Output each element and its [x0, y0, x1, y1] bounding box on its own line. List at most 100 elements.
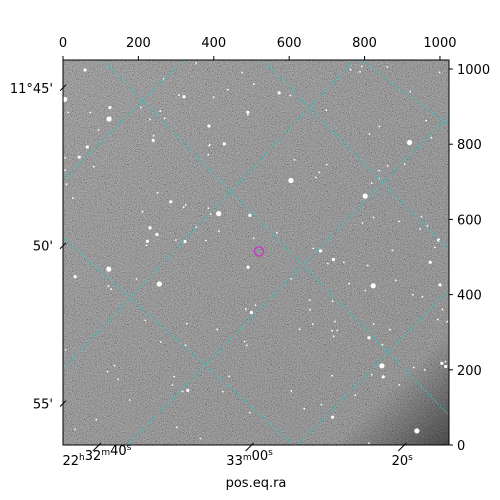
star — [159, 110, 162, 113]
top-tick-label: 600 — [277, 36, 302, 51]
grid-line — [101, 60, 449, 416]
star — [277, 91, 281, 95]
star — [403, 163, 406, 165]
star — [368, 133, 371, 135]
grid-line — [296, 289, 449, 445]
top-tick-label: 200 — [126, 36, 151, 51]
star — [421, 295, 424, 298]
star — [437, 318, 439, 321]
plot-frame — [62, 59, 450, 446]
star — [320, 403, 323, 406]
sky-image — [63, 60, 449, 445]
star — [175, 426, 178, 429]
star — [244, 308, 247, 310]
star — [398, 384, 401, 386]
star — [207, 124, 211, 128]
star — [217, 230, 220, 233]
star — [65, 183, 68, 186]
star — [395, 279, 397, 282]
star — [370, 182, 373, 185]
star — [248, 411, 251, 414]
pixel-axes: 0 200 400 600 800 1000 0 200 400 600 800 1000 — [59, 36, 490, 454]
star — [308, 299, 311, 301]
star — [245, 344, 248, 347]
star — [195, 62, 198, 64]
star — [381, 343, 384, 346]
star — [106, 370, 109, 373]
star — [117, 378, 119, 381]
ra-tick-label: 22h32m40s — [63, 443, 132, 469]
dec-tick — [59, 242, 67, 250]
star — [388, 328, 391, 331]
star — [222, 142, 226, 146]
star — [391, 249, 394, 252]
star — [113, 364, 116, 367]
star — [342, 261, 345, 264]
star — [364, 289, 367, 292]
star — [309, 308, 311, 311]
star — [145, 239, 149, 243]
star — [148, 226, 152, 230]
star — [171, 384, 174, 386]
star — [216, 328, 219, 331]
star — [318, 171, 321, 174]
star — [95, 418, 98, 421]
star — [183, 239, 187, 244]
star — [331, 257, 335, 262]
star — [331, 374, 333, 377]
star — [110, 288, 112, 291]
dec-tick — [59, 84, 67, 92]
ra-tick-label: 33m00s — [226, 448, 273, 469]
star — [160, 341, 162, 343]
star — [412, 366, 415, 369]
star — [64, 157, 67, 159]
star — [216, 211, 222, 217]
star — [354, 394, 357, 396]
star — [326, 262, 329, 265]
star — [426, 224, 429, 227]
star — [74, 428, 76, 431]
star — [163, 117, 166, 120]
star — [107, 285, 110, 287]
source-marker — [253, 246, 265, 257]
star — [92, 165, 95, 168]
star — [73, 275, 77, 279]
star — [207, 153, 210, 156]
star — [331, 415, 335, 419]
star — [72, 197, 74, 200]
ra-tick — [92, 442, 102, 452]
grid-line — [63, 60, 184, 181]
star — [444, 360, 447, 363]
star — [184, 344, 187, 346]
star — [199, 437, 202, 440]
star — [184, 204, 187, 207]
star — [423, 369, 426, 371]
star — [145, 244, 148, 247]
star — [212, 96, 215, 99]
star — [243, 340, 246, 343]
star — [407, 139, 413, 146]
star — [290, 278, 292, 280]
star — [366, 264, 369, 267]
star — [63, 96, 68, 102]
dec-tick — [59, 400, 67, 407]
star — [378, 169, 380, 172]
star — [241, 71, 244, 74]
star — [319, 249, 323, 253]
star — [409, 90, 412, 93]
star — [348, 282, 350, 285]
star — [106, 116, 112, 122]
star — [414, 428, 420, 434]
star — [438, 71, 441, 74]
dec-tick-label: 50' — [33, 240, 53, 255]
star — [411, 293, 414, 296]
star — [252, 237, 255, 240]
right-tick-label: 0 — [457, 439, 465, 454]
star — [444, 364, 448, 369]
star — [221, 390, 224, 393]
ra-tick-label: 20s — [392, 453, 414, 469]
star — [83, 68, 87, 72]
star — [174, 239, 177, 242]
star — [108, 106, 112, 110]
star — [298, 328, 301, 331]
